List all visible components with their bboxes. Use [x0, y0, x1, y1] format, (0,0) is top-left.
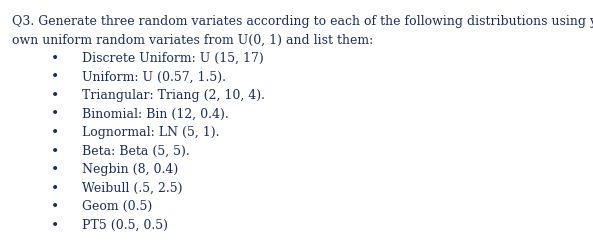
Text: Lognormal: LN (5, 1).: Lognormal: LN (5, 1).: [82, 126, 219, 139]
Text: •: •: [51, 70, 59, 85]
Text: Discrete Uniform: U (15, 17): Discrete Uniform: U (15, 17): [82, 52, 264, 65]
Text: •: •: [51, 52, 59, 66]
Text: Triangular: Triang (2, 10, 4).: Triangular: Triang (2, 10, 4).: [82, 89, 265, 102]
Text: •: •: [51, 145, 59, 158]
Text: •: •: [51, 218, 59, 233]
Text: Beta: Beta (5, 5).: Beta: Beta (5, 5).: [82, 145, 190, 157]
Text: •: •: [51, 89, 59, 103]
Text: Binomial: Bin (12, 0.4).: Binomial: Bin (12, 0.4).: [82, 107, 229, 121]
Text: •: •: [51, 200, 59, 214]
Text: •: •: [51, 182, 59, 195]
Text: own uniform random variates from U(0, 1) and list them:: own uniform random variates from U(0, 1)…: [12, 33, 373, 46]
Text: •: •: [51, 163, 59, 177]
Text: Weibull (.5, 2.5): Weibull (.5, 2.5): [82, 182, 183, 194]
Text: PT5 (0.5, 0.5): PT5 (0.5, 0.5): [82, 218, 168, 231]
Text: •: •: [51, 126, 59, 140]
Text: Geom (0.5): Geom (0.5): [82, 200, 152, 213]
Text: Negbin (8, 0.4): Negbin (8, 0.4): [82, 163, 178, 176]
Text: •: •: [51, 107, 59, 122]
Text: Uniform: U (0.57, 1.5).: Uniform: U (0.57, 1.5).: [82, 70, 226, 84]
Text: Q3. Generate three random variates according to each of the following distributi: Q3. Generate three random variates accor…: [12, 15, 593, 28]
